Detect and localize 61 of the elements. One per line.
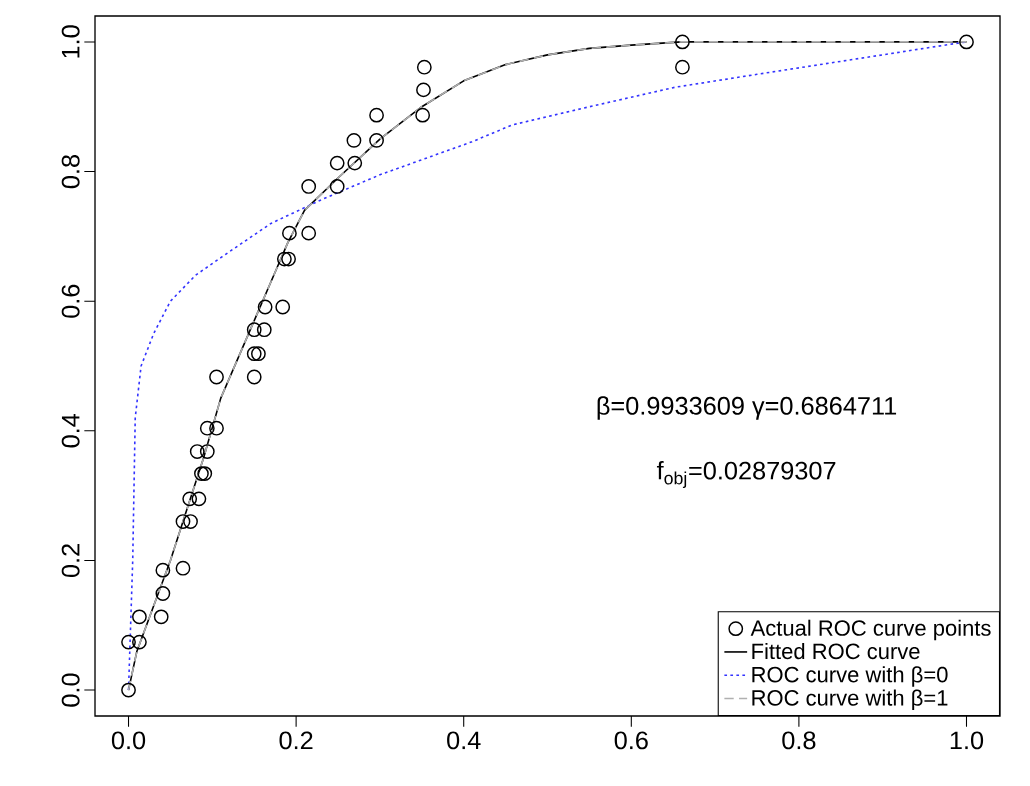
y-tick-label: 0.8 (61, 155, 80, 189)
point (191, 491, 207, 507)
x-tick-label: 1.0 (950, 731, 984, 750)
point (301, 179, 317, 194)
y-tick-label: 0.2 (61, 544, 80, 578)
point (121, 634, 136, 650)
point (199, 444, 215, 459)
point (276, 251, 292, 267)
legend-label: ROC curve with β=0 (752, 666, 948, 687)
point (155, 562, 171, 578)
point (183, 514, 198, 529)
annotation: f$_{obj}$=0.02879307 (656, 461, 836, 488)
x-tick-label: 0.6 (614, 731, 648, 750)
point (416, 59, 432, 75)
x-tick-label: 0.8 (782, 731, 816, 750)
point (256, 322, 272, 338)
point (246, 322, 262, 338)
point (675, 34, 690, 50)
point (153, 609, 169, 625)
point (959, 34, 974, 50)
point (175, 514, 191, 529)
point (369, 107, 384, 123)
point (155, 586, 171, 601)
x-tick-label: 0.4 (447, 731, 481, 750)
legend-label: ROC curve with β=1 (752, 689, 948, 711)
point (246, 346, 262, 362)
point (329, 155, 345, 171)
legend-label: Actual ROC curve points (750, 619, 991, 641)
point (275, 299, 291, 315)
point (121, 682, 136, 698)
point (257, 299, 273, 315)
point (182, 491, 198, 507)
point (346, 133, 362, 148)
point (197, 466, 213, 481)
y-tick-label: 1.0 (61, 25, 80, 58)
point (282, 225, 297, 241)
point (246, 369, 262, 385)
point (329, 179, 345, 194)
y-tick-label: 0.6 (61, 284, 80, 318)
point (251, 346, 266, 362)
point (209, 420, 224, 436)
point (416, 82, 431, 98)
point (199, 420, 215, 436)
point (415, 107, 431, 123)
point (132, 609, 147, 625)
point (281, 251, 296, 267)
x-tick-label: 0.2 (279, 731, 313, 750)
point (175, 560, 191, 576)
point (209, 369, 224, 385)
annotation: β=0.9933609 γ=0.6864711 (597, 396, 897, 420)
point (675, 59, 690, 75)
y-tick-label: 0.4 (61, 413, 80, 448)
point (194, 466, 209, 481)
point (347, 155, 363, 171)
point (189, 444, 205, 459)
x-tick-label: 0.0 (111, 731, 146, 750)
y-tick-label: 0.0 (61, 673, 80, 707)
point (132, 634, 147, 650)
legend-label: Fitted ROC curve (752, 642, 920, 660)
point (369, 133, 384, 148)
point (301, 225, 317, 241)
